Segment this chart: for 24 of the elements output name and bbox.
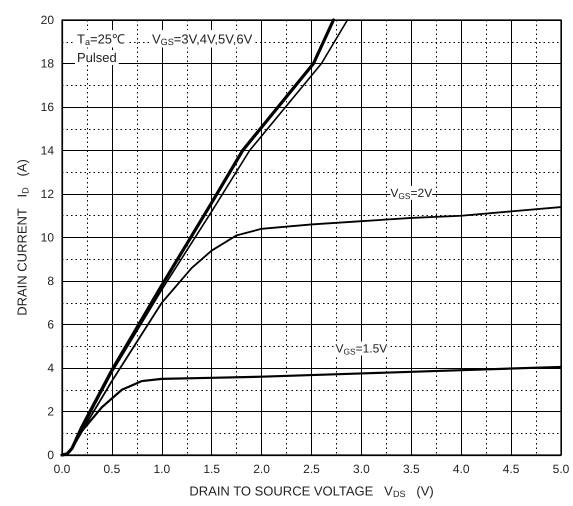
y-tick-label: 16 bbox=[40, 100, 54, 114]
y-tick-label: 2 bbox=[47, 404, 54, 418]
x-tick-label: 1.0 bbox=[153, 462, 170, 476]
x-tick-label: 1.5 bbox=[203, 462, 220, 476]
y-tick-label: 8 bbox=[47, 274, 54, 288]
y-tick-label: 10 bbox=[40, 230, 54, 244]
x-tick-label: 2.5 bbox=[303, 462, 320, 476]
annotation: Pulsed bbox=[77, 50, 117, 65]
y-axis-title: DRAIN CURRENT ID (A) bbox=[14, 159, 30, 316]
x-tick-label: 3.0 bbox=[353, 462, 370, 476]
x-tick-label: 5.0 bbox=[552, 462, 570, 476]
x-tick-label: 0.5 bbox=[104, 462, 121, 476]
x-tick-label: 0.0 bbox=[54, 462, 71, 476]
y-tick-label: 0 bbox=[47, 448, 54, 462]
y-tick-label: 6 bbox=[47, 318, 54, 332]
y-tick-label: 14 bbox=[40, 144, 54, 158]
x-tick-label: 2.0 bbox=[253, 462, 270, 476]
y-tick-label: 4 bbox=[47, 361, 54, 375]
y-tick-label: 12 bbox=[40, 187, 54, 201]
x-tick-label: 3.5 bbox=[402, 462, 420, 476]
y-tick-label: 20 bbox=[40, 13, 54, 27]
x-tick-label: 4.5 bbox=[502, 462, 520, 476]
x-tick-label: 4.0 bbox=[452, 462, 470, 476]
y-tick-label: 18 bbox=[40, 56, 54, 70]
